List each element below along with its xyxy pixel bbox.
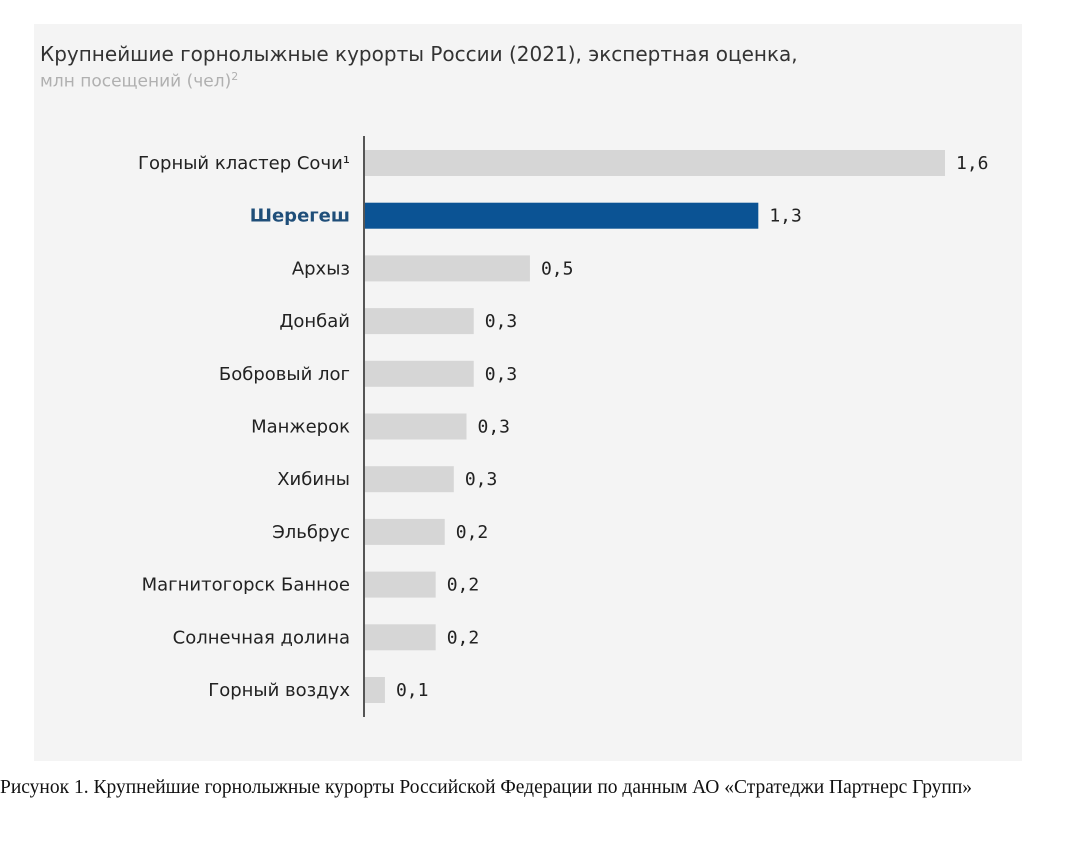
category-label: Шерегеш bbox=[250, 206, 350, 227]
value-label: 0,3 bbox=[465, 469, 498, 490]
bar bbox=[365, 255, 530, 282]
category-label: Магнитогорск Банное bbox=[142, 575, 350, 596]
category-label: Горный кластер Сочи¹ bbox=[138, 153, 350, 174]
bar bbox=[365, 518, 445, 545]
bar bbox=[365, 571, 436, 598]
category-label: Хибины bbox=[277, 469, 350, 490]
category-label: Архыз bbox=[292, 258, 350, 279]
chart-title: Крупнейшие горнолыжные курорты России (2… bbox=[40, 42, 798, 66]
subtitle-text: млн посещений (чел) bbox=[40, 71, 232, 92]
category-label: Горный воздух bbox=[208, 680, 350, 701]
bar bbox=[365, 308, 474, 335]
value-label: 0,2 bbox=[456, 522, 489, 543]
subtitle-footnote-mark: 2 bbox=[231, 70, 239, 83]
bar bbox=[365, 677, 385, 703]
bar bbox=[365, 202, 759, 229]
category-label: Манжерок bbox=[251, 417, 350, 438]
figure-caption: Рисунок 1. Крупнейшие горнолыжные курорт… bbox=[0, 777, 973, 798]
bar bbox=[365, 624, 436, 651]
bar-chart: Горный кластер Сочи¹ 1,6 Шерегеш 1,3 Архыз 0,… bbox=[138, 136, 989, 717]
category-label: Солнечная долина bbox=[173, 627, 350, 648]
bar bbox=[365, 413, 467, 440]
value-label: 0,2 bbox=[447, 627, 480, 648]
bar bbox=[365, 466, 454, 493]
bar bbox=[365, 360, 474, 387]
value-label: 1,3 bbox=[769, 206, 802, 227]
chart-panel bbox=[34, 24, 1022, 761]
value-label: 0,3 bbox=[485, 311, 518, 332]
value-label: 0,2 bbox=[447, 575, 480, 596]
value-label: 0,1 bbox=[396, 680, 429, 701]
bar bbox=[365, 150, 945, 176]
category-label: Эльбрус bbox=[272, 522, 350, 543]
category-label: Донбай bbox=[279, 311, 350, 332]
value-label: 1,6 bbox=[956, 153, 989, 174]
chart-subtitle: млн посещений (чел)2 bbox=[40, 70, 238, 92]
category-label: Бобровый лог bbox=[219, 364, 350, 385]
value-label: 0,3 bbox=[478, 417, 511, 438]
value-label: 0,3 bbox=[485, 364, 518, 385]
value-label: 0,5 bbox=[541, 258, 574, 279]
